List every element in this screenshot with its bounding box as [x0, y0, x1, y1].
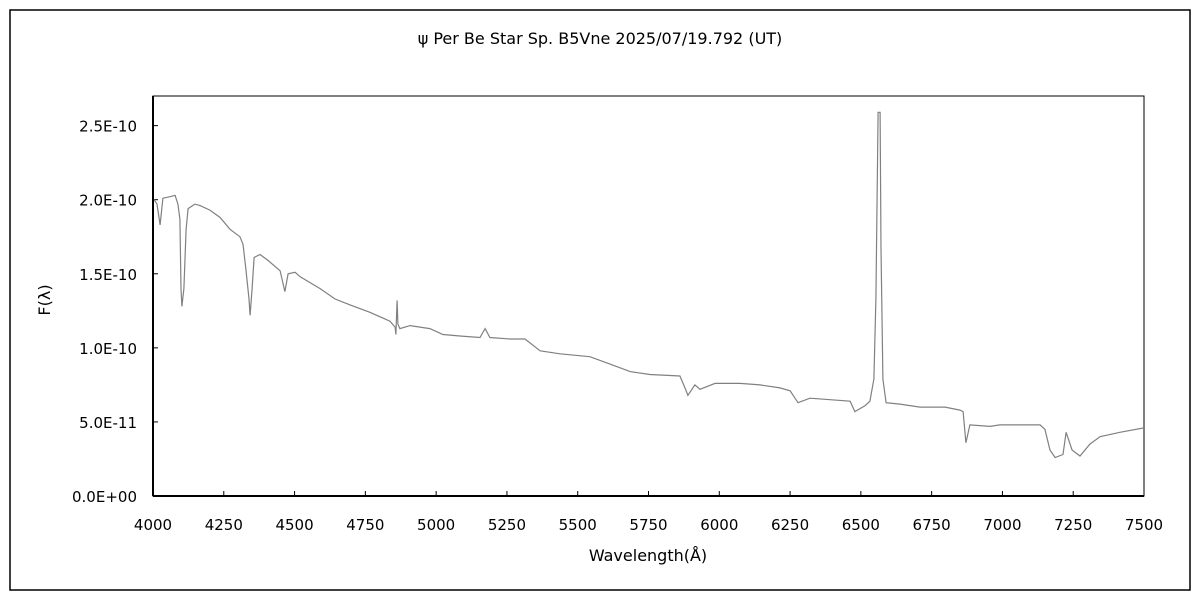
outer-frame: [9, 9, 1191, 591]
x-tick-label: 6500: [842, 516, 880, 534]
x-axis-label: Wavelength(Å): [589, 546, 707, 565]
y-tick-label: 2.5E-10: [79, 118, 137, 136]
plot-frame: [152, 95, 1145, 497]
x-tick-label: 6750: [913, 516, 951, 534]
x-tick-label: 5750: [629, 516, 667, 534]
x-tick-label: 4250: [205, 516, 243, 534]
y-tick-label: 1.0E-10: [79, 340, 137, 358]
x-tick-label: 7500: [1125, 516, 1163, 534]
chart-title: ψ Per Be Star Sp. B5Vne 2025/07/19.792 (…: [418, 29, 783, 48]
x-tick-label: 4000: [134, 516, 172, 534]
x-tick-label: 4750: [346, 516, 384, 534]
x-tick-label: 5250: [488, 516, 526, 534]
y-tick-label: 0.0E+00: [72, 488, 137, 506]
x-tick-label: 7000: [983, 516, 1021, 534]
x-tick-label: 6000: [700, 516, 738, 534]
x-tick-label: 7250: [1054, 516, 1092, 534]
y-tick-label: 1.5E-10: [79, 266, 137, 284]
x-tick-label: 4500: [275, 516, 313, 534]
spectrum-line: [152, 111, 1145, 459]
y-axis-label: F(λ): [35, 284, 54, 315]
x-tick-label: 5500: [559, 516, 597, 534]
y-tick-label: 2.0E-10: [79, 192, 137, 210]
x-tick-label: 6250: [771, 516, 809, 534]
y-tick-label: 5.0E-11: [79, 414, 137, 432]
x-tick-label: 5000: [417, 516, 455, 534]
